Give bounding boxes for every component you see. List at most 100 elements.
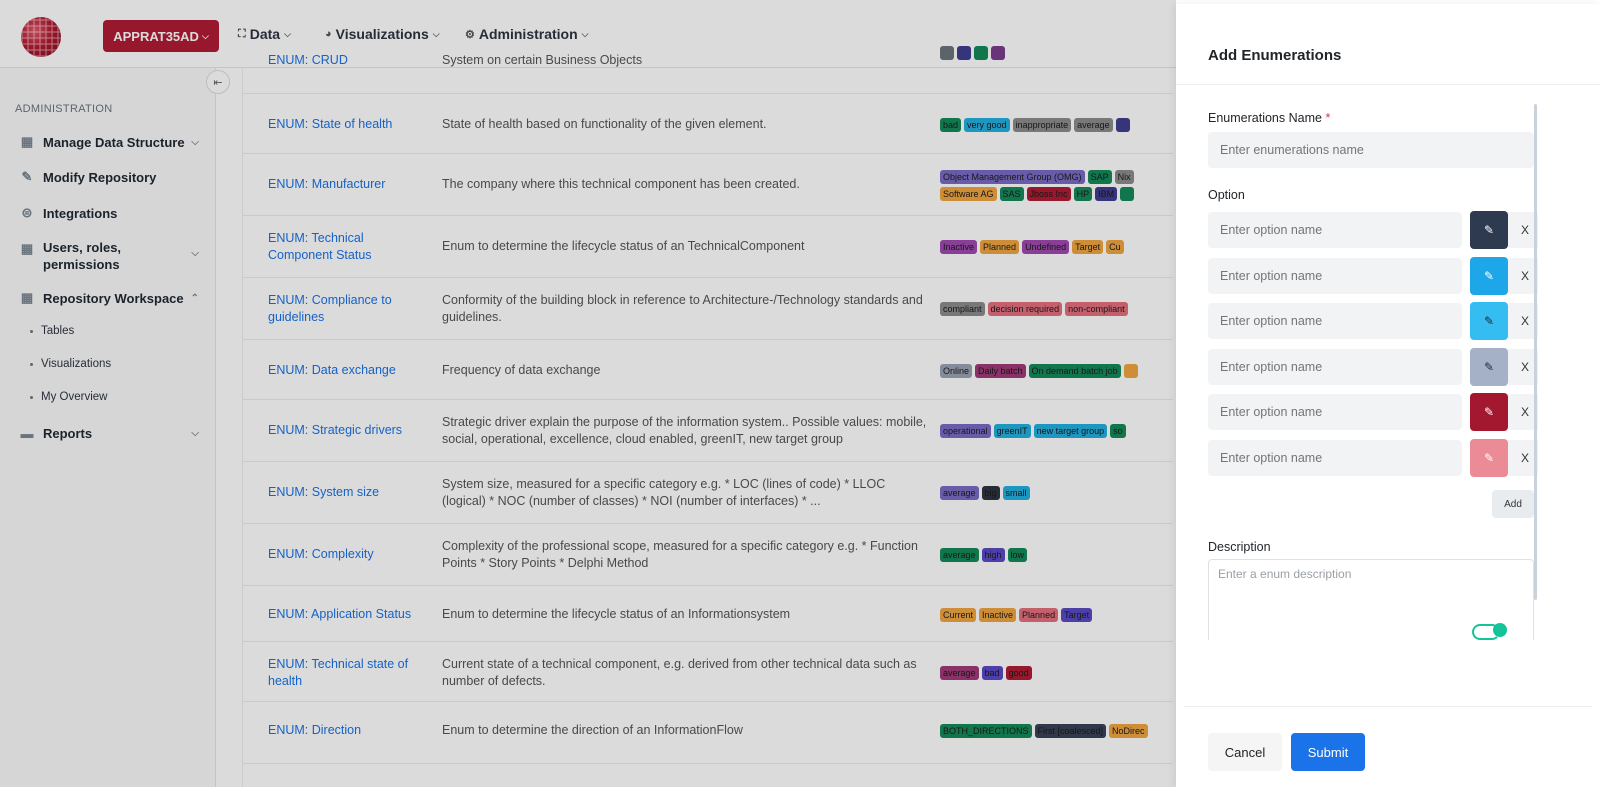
workspace-selector-button[interactable]: APPRAT35AD ⌵ [103, 20, 219, 52]
color-picker-button[interactable]: ✎ [1470, 438, 1508, 477]
enum-name-link[interactable]: ENUM: Manufacturer [268, 177, 386, 191]
table-row[interactable]: ENUM: CRUD System on certain Business Obj… [243, 46, 1173, 94]
divider [1176, 84, 1600, 85]
option-tag: bad [981, 666, 1003, 680]
chevron-down-icon: ⌵ [191, 427, 199, 439]
remove-option-button[interactable]: X [1508, 257, 1538, 294]
chevron-down-icon: ⌵ [284, 28, 291, 39]
sidebar: ADMINISTRATION ▦ Manage Data Structure ⌵… [0, 68, 216, 787]
add-option-button[interactable]: Add [1492, 490, 1534, 518]
option-tag [940, 46, 954, 60]
sidebar-item-manage-data-structure[interactable]: ▦ Manage Data Structure ⌵ [19, 134, 199, 150]
paint-brush-icon: ✎ [1483, 405, 1495, 419]
table-row[interactable]: ENUM: Manufacturer The company where this… [243, 154, 1173, 216]
remove-option-button[interactable]: X [1508, 303, 1538, 339]
enum-name-link[interactable]: ENUM: System size [268, 485, 380, 499]
option-name-input[interactable] [1208, 257, 1462, 294]
submit-button[interactable]: Submit [1291, 733, 1365, 771]
option-tag: SAP [1087, 170, 1112, 184]
table-row[interactable]: ENUM: Technical Component Status Enum to … [243, 216, 1173, 278]
nav-data[interactable]: ⛶ Data ⌵ [238, 26, 291, 42]
collapse-sidebar-icon[interactable]: ⇤ [206, 70, 230, 94]
sidebar-subitem-label: Tables [41, 325, 75, 337]
nav-administration-label: Administration [478, 26, 578, 42]
option-tag: average [940, 666, 979, 680]
remove-option-button[interactable]: X [1508, 348, 1538, 385]
label-text: Enumerations Name [1208, 111, 1322, 125]
remove-option-button[interactable]: X [1508, 394, 1538, 430]
enum-description: Current state of a technical component, … [442, 657, 917, 688]
sidebar-item-users-roles[interactable]: ▦ Users, roles, permissions ⌵ [19, 239, 199, 273]
option-name-input[interactable] [1208, 212, 1462, 248]
nav-visualizations[interactable]: ◕ Visualizations ⌵ [325, 26, 440, 42]
table-row[interactable]: ENUM: State of health State of health bas… [243, 94, 1173, 154]
option-name-input[interactable] [1208, 348, 1462, 385]
sidebar-subitem-my-overview[interactable]: My Overview [30, 391, 107, 403]
chevron-down-icon: ⌵ [581, 28, 589, 39]
sidebar-subitem-visualizations[interactable]: Visualizations [30, 358, 111, 370]
enum-name-link[interactable]: ENUM: Strategic drivers [268, 423, 403, 437]
nav-data-label: Data [249, 26, 281, 42]
option-tag: high [981, 548, 1005, 562]
enum-name-link[interactable]: ENUM: State of health [268, 117, 393, 131]
option-name-input[interactable] [1208, 303, 1462, 339]
table-row[interactable]: ENUM: System size System size, measured f… [243, 462, 1173, 524]
option-tag: average [1074, 118, 1113, 132]
table-row[interactable]: ENUM: Technical state of health Current s… [243, 642, 1173, 702]
cancel-button[interactable]: Cancel [1208, 733, 1282, 771]
paint-brush-icon: ✎ [1483, 268, 1495, 283]
option-tag: new target group [1033, 424, 1108, 438]
enum-name-link[interactable]: ENUM: Complexity [268, 547, 374, 561]
chevron-down-icon: ⌵ [432, 28, 440, 39]
table-row[interactable]: ENUM: Data exchange Frequency of data exc… [243, 340, 1173, 400]
option-tag: good [1005, 666, 1032, 680]
option-name-input[interactable] [1208, 394, 1462, 430]
drawer-scrollbar[interactable] [1534, 104, 1537, 600]
enum-name-link[interactable]: ENUM: Direction [268, 723, 362, 737]
enum-description: State of health based on functionality o… [442, 117, 767, 131]
enum-name-link[interactable]: ENUM: Compliance to guidelines [268, 293, 392, 324]
enum-options-tags: average bad good [940, 666, 1173, 680]
enum-name-link[interactable]: ENUM: Data exchange [268, 363, 396, 377]
remove-option-button[interactable]: X [1508, 439, 1538, 476]
sidebar-item-modify-repository[interactable]: ✎ Modify Repository [19, 169, 199, 185]
divider [1184, 706, 1592, 707]
enum-name-link[interactable]: ENUM: CRUD [268, 53, 348, 67]
table-row[interactable]: ENUM: Strategic drivers Strategic driver … [243, 400, 1173, 462]
table-row[interactable]: ENUM: Application Status Enum to determin… [243, 586, 1173, 642]
color-picker-button[interactable]: ✎ [1470, 393, 1508, 431]
color-picker-button[interactable]: ✎ [1470, 347, 1508, 386]
enum-options-tags: bad very good inappropriate average [940, 118, 1173, 132]
enum-options-tags: Inactive Planned Undefined Target Cu [940, 240, 1173, 254]
option-tag: Inactive [979, 608, 1017, 622]
sidebar-item-integrations[interactable]: ⊜ Integrations [19, 205, 199, 221]
enum-name-link[interactable]: ENUM: Technical state of health [268, 657, 409, 688]
sidebar-item-reports[interactable]: ▬ Reports ⌵ [19, 425, 200, 441]
color-picker-button[interactable]: ✎ [1470, 211, 1508, 249]
modal-backdrop[interactable] [0, 0, 1176, 787]
enum-description: Enum to determine the lifecycle status o… [442, 239, 805, 253]
table-row[interactable]: ENUM: Compliance to guidelines Conformity… [243, 278, 1173, 340]
color-picker-button[interactable]: ✎ [1470, 302, 1508, 340]
grid-icon: ▦ [20, 290, 34, 305]
color-picker-button[interactable]: ✎ [1470, 256, 1508, 295]
sidebar-item-repository-workspace[interactable]: ▦ Repository Workspace ⌃ [19, 290, 199, 306]
option-name-input[interactable] [1208, 439, 1462, 476]
enum-description: Enum to determine the direction of an In… [442, 723, 743, 737]
sidebar-subitem-tables[interactable]: Tables [30, 325, 74, 337]
enum-name-link[interactable]: ENUM: Application Status [268, 607, 412, 621]
enumerations-name-input[interactable] [1208, 132, 1534, 168]
option-tag: On demand batch job [1028, 364, 1121, 378]
table-row[interactable]: ENUM: Direction Enum to determine the dir… [243, 702, 1173, 764]
remove-option-button[interactable]: X [1508, 212, 1538, 248]
option-tag [1115, 118, 1130, 132]
option-tag: inappropriate [1012, 118, 1072, 132]
option-tag: greenIT [993, 424, 1031, 438]
description-textarea[interactable]: Enter a enum description [1208, 559, 1534, 640]
globe-logo-icon[interactable] [21, 17, 61, 57]
nav-administration[interactable]: ⚙ Administration ⌵ [465, 26, 588, 42]
table-row[interactable]: ENUM: Complexity Complexity of the profes… [243, 524, 1173, 586]
enum-name-link[interactable]: ENUM: Technical Component Status [268, 231, 372, 262]
grammarly-icon[interactable] [1472, 624, 1500, 640]
chevron-down-icon: ⌵ [201, 30, 209, 41]
